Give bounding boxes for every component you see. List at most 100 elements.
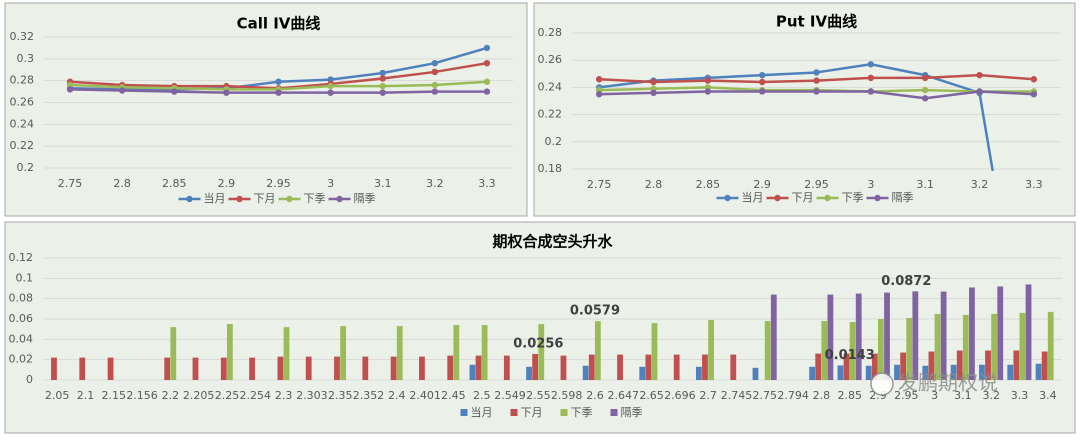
x-tick-label: 2.85 [837,389,862,402]
x-tick-label: 2.35 [328,389,353,402]
line-marker [813,88,820,95]
line-marker [758,88,766,95]
line-marker [327,89,334,96]
y-tick-label: 0.28 [10,74,35,87]
legend-swatch [724,194,731,202]
line-marker [431,68,439,76]
y-tick-label: 0.04 [9,332,34,345]
line-marker [171,88,178,95]
x-tick-label: 2.95 [804,178,829,191]
bar [220,357,227,380]
bar [526,366,532,380]
bar [894,364,900,380]
x-tick-label: 2.3 [275,389,293,402]
bar [912,291,919,380]
line-marker [483,78,491,85]
legend-label: 下季 [571,406,593,419]
legend-label: 隔季 [892,191,914,204]
x-tick-label: 2.303 [296,389,328,402]
line-marker [595,76,603,83]
bar [849,322,856,380]
bar [878,319,884,380]
plot-area [66,44,491,96]
x-tick-label: 2.549 [494,389,526,402]
panel-background [4,2,528,217]
bar [900,352,907,380]
bar [396,326,403,380]
bar [843,353,850,380]
y-tick-label: 0.06 [9,312,34,325]
x-tick-label: 3.2 [982,389,1000,402]
line-marker [66,86,74,93]
x-tick-label: 2.65 [639,389,664,402]
watermark-icon [870,372,894,396]
bar [962,314,969,380]
bar [940,291,947,380]
bar [226,324,233,380]
line-marker [595,91,603,98]
bar [815,353,822,380]
line-marker [921,86,929,94]
bar [453,325,460,380]
y-tick-label: 0.24 [538,80,563,93]
bar [950,364,957,380]
x-tick-label: 2.75 [587,178,612,191]
bar [164,357,171,380]
bar [1025,284,1032,380]
line-marker [867,74,875,82]
line-marker [650,78,657,86]
plot-area [51,284,1054,380]
y-tick-label: 0.32 [10,30,35,43]
bar [695,366,702,380]
bar [1007,364,1014,380]
chart-panel: Put IV曲线 0.18 0.2 0.22 0.24 0.26 0.28 2.75 2.8 2.… [533,2,1076,217]
x-tick-label: 2.25 [215,389,240,402]
data-label: 0.0256 [513,336,563,351]
legend-label: 当月 [471,405,493,419]
y-tick-label: 0.02 [9,353,34,366]
x-tick-label: 2.9 [218,177,236,190]
bar [934,313,941,380]
x-tick-label: 2.85 [696,178,721,191]
plot-area [595,61,1038,171]
line-marker [327,82,334,90]
y-tick-label: 0.12 [9,251,34,264]
bar [730,354,737,380]
bar [79,357,86,380]
bar [821,321,828,380]
x-tick-label: 3 [867,178,874,191]
bar [865,365,872,380]
bar [997,286,1004,380]
bar [277,356,284,380]
bar [770,294,777,380]
bar [538,324,545,380]
x-tick-label: 2.254 [240,389,272,402]
chart-title: 期权合成空头升水 [492,233,613,251]
y-tick-label: 0.26 [10,96,35,109]
bar [582,365,589,380]
bar [170,327,177,380]
x-tick-label: 2.2 [162,389,180,402]
bar [906,317,913,380]
bar [192,357,199,380]
line-marker [867,61,875,68]
x-tick-label: 3 [327,177,334,190]
line-marker [1030,76,1038,83]
bar [979,364,985,380]
bar [390,356,397,380]
x-tick-label: 2.7 [699,389,717,402]
x-tick-label: 3 [931,389,938,402]
legend-label: 下月 [521,406,543,419]
bar [1019,312,1026,380]
y-tick-label: 0.26 [538,53,563,66]
legend-label: 当月 [742,190,764,204]
y-tick-label: 0.3 [17,52,35,65]
legend-swatch [874,194,881,202]
line-marker [118,87,126,94]
x-tick-label: 2.647 [608,389,640,402]
line-marker [976,71,983,79]
legend-label: 下月 [792,191,814,204]
bar [1013,350,1020,380]
x-tick-label: 2.8 [813,389,831,402]
